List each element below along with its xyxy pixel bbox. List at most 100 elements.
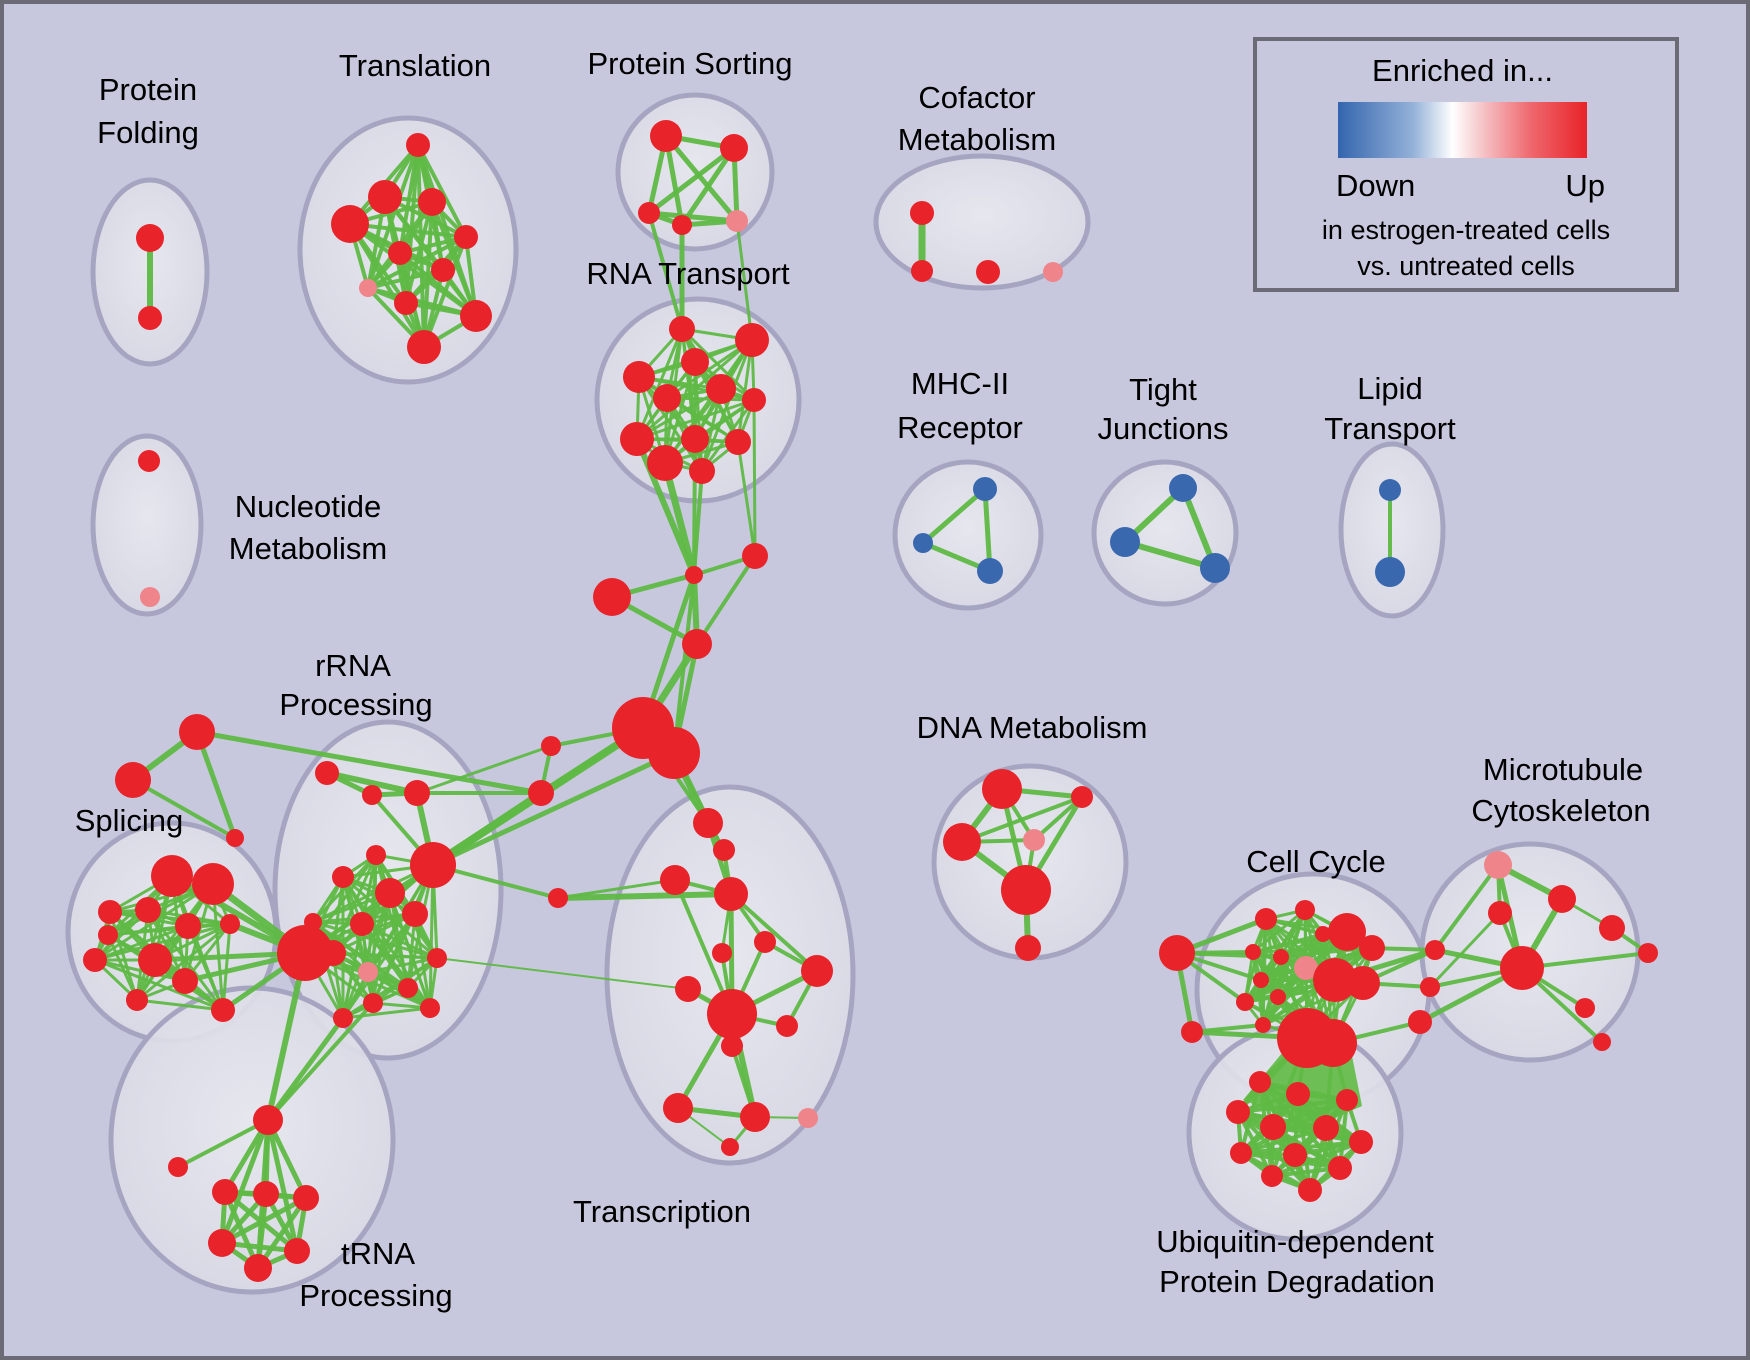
edge-spt2-spt3	[131, 778, 237, 840]
node-cc3	[1255, 908, 1277, 930]
node-ub7	[1349, 1130, 1373, 1154]
node-nm2	[140, 587, 160, 607]
edge-tl3-tl10	[430, 200, 478, 318]
cluster-label-protein-folding-line2: Folding	[97, 115, 199, 150]
edge-tl5-tl8	[366, 235, 468, 290]
edge-tnhub-rrhub	[265, 950, 308, 1123]
cluster-label-splicing-line1: Splicing	[75, 803, 184, 838]
cluster-label-cell-cycle-line1: Cell Cycle	[1246, 844, 1386, 879]
node-rr12	[304, 913, 322, 931]
node-mh1	[973, 477, 997, 501]
node-tx13	[740, 1102, 770, 1132]
cluster-label-cofactor-metabolism-line1: Cofactor	[918, 80, 1035, 115]
node-cn7	[548, 888, 568, 908]
node-mc7	[1593, 1033, 1611, 1051]
cluster-label-dna-metabolism-line1: DNA Metabolism	[917, 710, 1148, 745]
edge-rr9-rr15	[341, 912, 417, 1020]
edge-ps5-rt2	[735, 219, 754, 342]
cluster-label-cofactor-metabolism-line2: Metabolism	[898, 122, 1057, 157]
cluster-nucleotide-metabolism	[90, 433, 204, 617]
cluster-label-rrna-processing-line1: rRNA	[315, 648, 391, 683]
node-rt11	[647, 445, 683, 481]
edge-dm2-dm3	[960, 795, 1084, 844]
node-tl2	[368, 180, 402, 214]
edge-tnhub-tn4	[219, 1117, 271, 1246]
node-tx11	[721, 1035, 743, 1057]
edge-sp6-sp10	[221, 922, 232, 1012]
node-sp10	[211, 998, 235, 1022]
edge-tnhub-rr15	[265, 1015, 346, 1123]
node-cc12	[1346, 966, 1380, 1000]
legend-subline1: in estrogen-treated cells	[1322, 215, 1610, 245]
node-dm4	[1023, 829, 1045, 851]
node-mc3	[1488, 901, 1512, 925]
node-rrhub	[277, 925, 333, 981]
node-rt3	[681, 348, 709, 376]
node-tl8	[359, 279, 377, 297]
edge-rr1-rr3	[324, 770, 420, 796]
node-tl10	[460, 300, 492, 332]
node-tx10	[776, 1015, 798, 1037]
cluster-label-translation-line1: Translation	[339, 48, 491, 83]
node-tl7	[431, 258, 455, 282]
edge-rt2-rt6	[665, 338, 754, 400]
edge-cn7-tx4	[555, 891, 734, 901]
cluster-label-nucleotide-metabolism-line2: Metabolism	[229, 531, 388, 566]
cluster-mhc-ii-receptor	[892, 459, 1044, 611]
node-tx1	[693, 808, 723, 838]
node-rt9	[681, 425, 709, 453]
node-cc4	[1295, 900, 1315, 920]
cluster-label-transcription-line1: Transcription	[573, 1194, 751, 1229]
edge-ps3-rt1	[647, 211, 684, 331]
node-sp3	[192, 863, 234, 905]
edge-rt1-rt8	[635, 327, 684, 441]
node-tn2	[253, 1181, 279, 1207]
node-cm1	[910, 201, 934, 225]
edge-rr15-rr17	[341, 956, 439, 1020]
node-tnfar	[168, 1157, 188, 1177]
node-cm3	[976, 260, 1000, 284]
node-nm1	[138, 450, 160, 472]
cluster-label-lipid-transport-line1: Lipid	[1357, 371, 1423, 406]
edge-sp1-sp11	[108, 910, 139, 1002]
edge-sp6-sp12	[106, 922, 232, 937]
edge-rr15-rr16	[341, 1006, 432, 1020]
node-spt3	[226, 829, 244, 847]
edge-ub6-ub8	[1239, 1126, 1328, 1155]
node-cc16	[1255, 1017, 1271, 1033]
cluster-label-protein-sorting-line1: Protein Sorting	[587, 46, 792, 81]
node-cc21	[1408, 1010, 1432, 1034]
edge-sp6-sp11	[135, 922, 232, 1002]
node-rr5	[332, 866, 354, 888]
edge-tl7-tl8	[366, 268, 445, 290]
node-sp8	[83, 948, 107, 972]
node-tl6	[388, 241, 412, 265]
edge-sp8-sp9	[93, 958, 187, 983]
node-mh3	[977, 558, 1003, 584]
node-cn1	[685, 566, 703, 584]
edge-ps2-ps4	[679, 145, 737, 228]
node-ub4	[1226, 1100, 1250, 1124]
edge-rr17-tx7	[436, 957, 689, 990]
node-cn2	[742, 543, 768, 569]
node-tx4	[714, 877, 748, 911]
edge-cn2-cn4	[695, 554, 757, 646]
edge-cc19-mc1	[1433, 863, 1500, 952]
node-tx3	[660, 865, 690, 895]
legend-title: Enriched in...	[1372, 53, 1553, 88]
node-sp1	[98, 900, 122, 924]
node-ub2	[1286, 1082, 1310, 1106]
node-tl5	[454, 225, 478, 249]
cluster-label-nucleotide-metabolism-line1: Nucleotide	[235, 489, 381, 524]
cluster-label-rrna-processing-line2: Processing	[279, 687, 432, 722]
node-sp11	[126, 989, 148, 1011]
node-ps5	[726, 210, 748, 232]
edge-mh1-mh2	[920, 486, 988, 546]
cluster-label-lipid-transport-line2: Transport	[1324, 411, 1456, 446]
node-dm6	[1015, 935, 1041, 961]
node-mc5	[1638, 943, 1658, 963]
edge-tnhub-rr14	[266, 1001, 375, 1122]
edge-sp4-sp9	[146, 908, 187, 983]
